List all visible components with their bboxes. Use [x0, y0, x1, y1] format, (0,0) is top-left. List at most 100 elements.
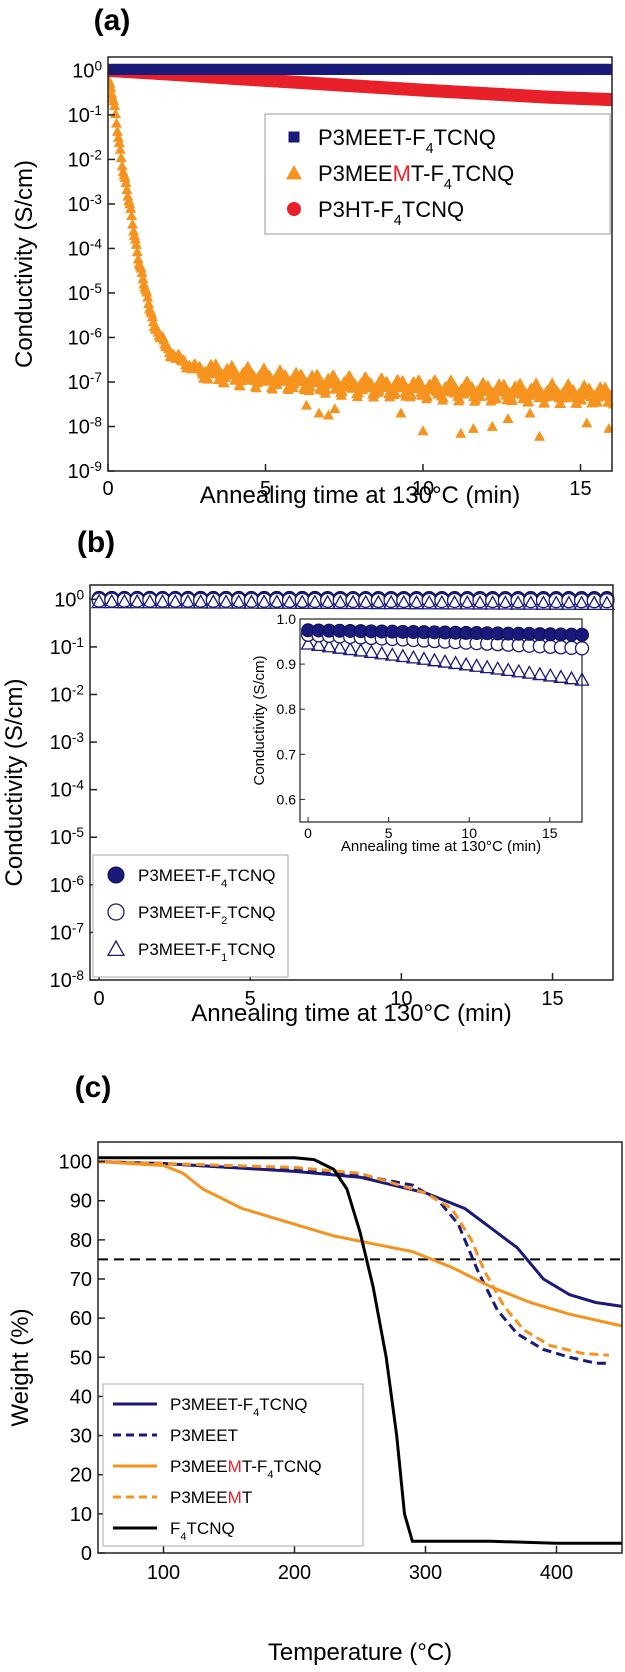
point-p3meemt-f4tcnq: [243, 363, 255, 374]
point-p3meemt-f4tcnq: [499, 382, 511, 393]
inset-y-tick-label: 0.9: [277, 656, 297, 672]
inset-y-tick-label: 0.7: [277, 746, 297, 762]
outlier-p3meemt-f4tcnq: [455, 427, 467, 438]
legend-entry: P3HT-F4TCNQ: [318, 197, 464, 229]
y-tick-label: 10-3: [68, 191, 102, 216]
y-tick-label: 10-6: [50, 872, 84, 897]
point-p3meet-f1tcnq: [370, 594, 387, 610]
inset-point-p3meet-f1tcnq: [458, 656, 474, 671]
point-p3meemt-f4tcnq: [445, 374, 457, 385]
point-p3meemt-f4tcnq: [280, 369, 292, 380]
panel-c: (c) 100 200 300 400 0 10 20 30 40 50 60 70 80 90 100 Tem…: [7, 1071, 623, 1666]
inset-point-p3meet-f1tcnq: [490, 660, 506, 675]
line-p3meemt: [97, 1160, 610, 1357]
point-p3meet-f1tcnq: [548, 595, 565, 610]
panel-label-c: (c): [75, 1071, 112, 1104]
point-p3meet-f1tcnq: [281, 594, 298, 609]
point-p3meemt-f4tcnq: [111, 117, 123, 128]
y-axis-label: Conductivity (S/cm): [1, 678, 28, 886]
inset-y-tick-label: 1.0: [277, 611, 297, 627]
x-tick-label: 15: [541, 988, 563, 1010]
inset-point-p3meet-f1tcnq: [300, 635, 316, 650]
plot-area-a: [108, 63, 612, 441]
inset-point-p3meet-f1tcnq: [469, 658, 485, 672]
y-axis-label: Conductivity (S/cm): [11, 160, 38, 368]
legend-marker: [106, 939, 126, 957]
outlier-p3meemt-f4tcnq: [524, 407, 536, 418]
inset-point-p3meet-f1tcnq: [542, 667, 558, 682]
x-tick-label: 100: [147, 1562, 180, 1584]
legend-marker: [286, 165, 302, 180]
plot-frame-a: [107, 56, 613, 472]
point-p3meet-f1tcnq: [408, 594, 425, 610]
outlier-p3meemt-f4tcnq: [486, 420, 498, 431]
point-p3meemt-f4tcnq: [296, 369, 308, 380]
inset-y-tick-label: 0.8: [277, 701, 297, 717]
point-p3meemt-f4tcnq: [135, 262, 147, 273]
point-p3meemt-f4tcnq: [111, 125, 123, 136]
point-p3meemt-f4tcnq: [120, 177, 132, 188]
outlier-p3meemt-f4tcnq: [323, 409, 334, 420]
point-p3meemt-f4tcnq: [129, 233, 141, 244]
point-p3meemt-f4tcnq: [141, 286, 153, 297]
point-p3meemt-f4tcnq: [113, 137, 125, 148]
inset-point-p3meet-f1tcnq: [563, 670, 580, 685]
point-p3meet-f1tcnq: [535, 595, 552, 610]
point-p3meemt-f4tcnq: [122, 190, 134, 201]
point-p3meemt-f4tcnq: [125, 202, 137, 213]
point-p3meemt-f4tcnq: [108, 82, 117, 93]
inset-point-p3meet-f1tcnq: [574, 672, 590, 686]
inset-point-p3meet-f1tcnq: [405, 649, 422, 664]
line-p3meemt-f4tcnq: [97, 1160, 623, 1328]
point-p3meet-f1tcnq: [116, 593, 133, 609]
point-p3meet-f1tcnq: [522, 595, 539, 610]
point-p3meemt-f4tcnq: [126, 210, 138, 221]
point-p3meet-f1tcnq: [217, 594, 235, 609]
point-p3meet-f1tcnq: [446, 594, 463, 610]
point-p3meemt-f4tcnq: [130, 238, 142, 249]
point-p3meemt-f4tcnq: [381, 375, 393, 386]
y-tick-label: 70: [70, 1269, 92, 1291]
legend-marker: [107, 903, 125, 921]
point-p3meet-f1tcnq: [230, 594, 247, 609]
panel-label-a: (a): [94, 4, 131, 37]
inset-point-p3meet-f1tcnq: [395, 648, 411, 663]
point-p3meet-f1tcnq: [306, 594, 324, 609]
inset-point-p3meet-f1tcnq: [310, 637, 327, 652]
point-p3meemt-f4tcnq: [227, 362, 239, 373]
inset-point-p3meet-f1tcnq: [342, 641, 358, 656]
legend-box: [264, 113, 611, 235]
outlier-p3meemt-f4tcnq: [329, 403, 341, 414]
point-p3meet-f1tcnq: [459, 594, 476, 610]
inset-x-axis-label: Annealing time at 130°C (min): [341, 838, 541, 855]
legend-c: P3MEET-F4TCNQ P3MEET P3MEEMT-F4TCNQ P3MEEMT…: [102, 1383, 364, 1547]
point-p3meemt-f4tcnq: [606, 392, 612, 403]
point-p3meemt-f4tcnq: [312, 369, 324, 380]
point-p3meemt-f4tcnq: [115, 152, 127, 163]
y-tick-label: 10-8: [68, 414, 102, 439]
x-axis-label: Annealing time at 130°C (min): [191, 1000, 511, 1027]
point-p3meemt-f4tcnq: [116, 160, 128, 171]
x-tick-label: 300: [409, 1562, 442, 1584]
line-p3meet: [97, 1160, 609, 1365]
outlier-p3meemt-f4tcnq: [603, 423, 612, 433]
point-p3meemt-f4tcnq: [365, 376, 377, 387]
outlier-p3meemt-f4tcnq: [395, 407, 407, 418]
point-p3meet-f1tcnq: [90, 593, 108, 609]
point-p3meemt-f4tcnq: [136, 267, 148, 277]
point-p3meet-f1tcnq: [256, 594, 273, 609]
x-tick-label: 200: [278, 1562, 311, 1584]
inset-point-p3meet-f1tcnq: [374, 645, 390, 660]
point-p3meet-f1tcnq: [395, 594, 412, 610]
legend-entry: P3MEEMT-F4TCNQ: [318, 161, 514, 193]
point-p3meemt-f4tcnq: [124, 198, 136, 209]
inset-point-p3meet-f1tcnq: [332, 640, 348, 654]
inset-point-p3meet-f1tcnq: [447, 655, 464, 670]
legend-entry: F4TCNQ: [170, 1519, 235, 1543]
point-p3meemt-f4tcnq: [146, 311, 158, 322]
point-p3meemt-f4tcnq: [584, 384, 596, 395]
point-p3meemt-f4tcnq: [515, 381, 527, 392]
y-tick-label: 30: [70, 1426, 92, 1448]
point-p3meemt-f4tcnq: [218, 377, 230, 388]
